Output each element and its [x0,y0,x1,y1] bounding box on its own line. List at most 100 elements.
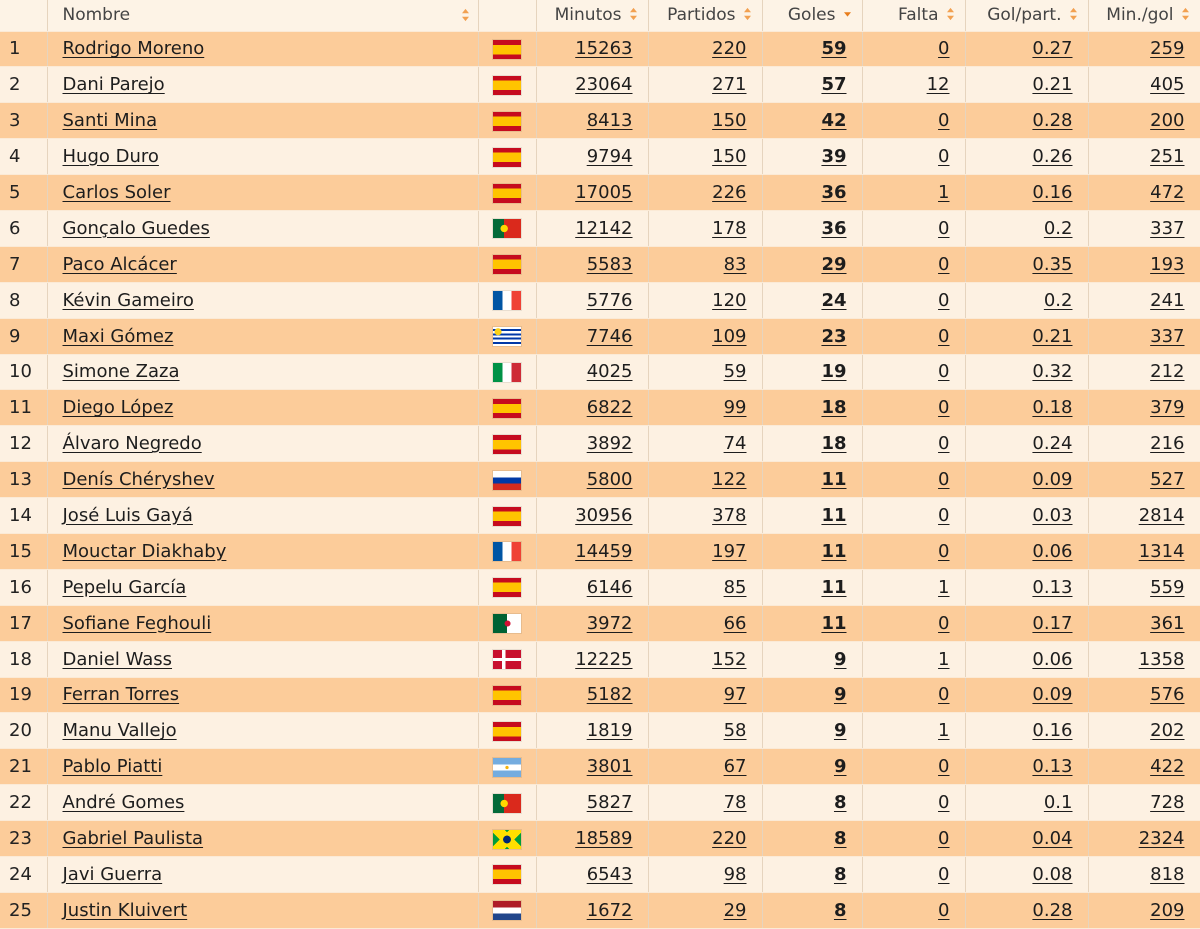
goals-link[interactable]: 57 [821,74,847,96]
goals-link[interactable]: 11 [821,469,847,491]
player-link[interactable]: Kévin Gameiro [62,289,194,311]
mpg-link[interactable]: 422 [1150,756,1185,778]
mpg-link[interactable]: 2814 [1138,505,1185,527]
minutes-link[interactable]: 3801 [586,756,633,778]
goals-link[interactable]: 8 [833,899,847,921]
fouls-link[interactable]: 0 [938,863,950,885]
minutes-link[interactable]: 5800 [586,469,633,491]
mpg-link[interactable]: 2324 [1138,828,1185,850]
gpm-link[interactable]: 0.04 [1032,828,1073,850]
gpm-link[interactable]: 0.2 [1043,289,1073,311]
minutes-link[interactable]: 30956 [575,505,633,527]
goals-link[interactable]: 29 [821,253,847,275]
mpg-link[interactable]: 200 [1150,110,1185,132]
goals-link[interactable]: 9 [833,720,847,742]
player-link[interactable]: Gabriel Paulista [62,828,204,850]
player-link[interactable]: Sofiane Feghouli [62,612,212,634]
gpm-link[interactable]: 0.13 [1032,576,1073,598]
fouls-link[interactable]: 0 [938,253,950,275]
gpm-link[interactable]: 0.21 [1032,74,1073,96]
gpm-link[interactable]: 0.16 [1032,182,1073,203]
mpg-link[interactable]: 337 [1150,325,1185,347]
goals-link[interactable]: 8 [833,792,847,814]
goals-link[interactable]: 9 [833,756,847,778]
goals-link[interactable]: 19 [821,361,847,383]
sort-both-icon[interactable] [743,7,752,21]
fouls-link[interactable]: 0 [938,146,950,168]
gpm-link[interactable]: 0.17 [1032,612,1073,634]
gpm-link[interactable]: 0.08 [1032,863,1073,885]
gpm-link[interactable]: 0.09 [1032,469,1073,491]
gpm-link[interactable]: 0.24 [1032,433,1073,455]
goals-link[interactable]: 9 [833,648,847,670]
matches-link[interactable]: 98 [723,863,747,885]
player-link[interactable]: Pepelu García [62,576,187,598]
fouls-link[interactable]: 1 [938,648,950,670]
gpm-link[interactable]: 0.28 [1032,899,1073,921]
player-link[interactable]: José Luis Gayá [62,505,193,527]
goals-link[interactable]: 59 [821,38,847,60]
player-link[interactable]: Gonçalo Guedes [62,217,210,239]
fouls-link[interactable]: 0 [938,217,950,239]
matches-link[interactable]: 150 [712,110,747,132]
minutes-link[interactable]: 15263 [575,38,633,60]
goals-link[interactable]: 8 [833,828,847,850]
player-link[interactable]: Rodrigo Moreno [62,38,205,60]
gpm-link[interactable]: 0.13 [1032,756,1073,778]
goals-link[interactable]: 23 [821,325,847,347]
gpm-link[interactable]: 0.16 [1032,720,1073,742]
player-link[interactable]: Carlos Soler [62,182,171,203]
fouls-link[interactable]: 12 [926,74,950,96]
matches-link[interactable]: 58 [723,720,747,742]
matches-link[interactable]: 109 [712,325,747,347]
matches-link[interactable]: 150 [712,146,747,168]
goals-link[interactable]: 11 [821,540,847,562]
player-link[interactable]: Manu Vallejo [62,720,177,742]
matches-link[interactable]: 99 [723,397,747,419]
mpg-link[interactable]: 251 [1150,146,1185,168]
matches-link[interactable]: 152 [712,648,747,670]
gpm-link[interactable]: 0.26 [1032,146,1073,168]
header-goals[interactable]: Goles [762,0,863,32]
minutes-link[interactable]: 5583 [586,253,633,275]
minutes-link[interactable]: 5827 [586,792,633,814]
minutes-link[interactable]: 23064 [575,74,633,96]
fouls-link[interactable]: 0 [938,756,950,778]
gpm-link[interactable]: 0.18 [1032,397,1073,419]
fouls-link[interactable]: 1 [938,182,950,203]
goals-link[interactable]: 11 [821,505,847,527]
mpg-link[interactable]: 337 [1150,217,1185,239]
minutes-link[interactable]: 5776 [586,289,633,311]
minutes-link[interactable]: 1672 [586,899,633,921]
fouls-link[interactable]: 0 [938,38,950,60]
fouls-link[interactable]: 0 [938,433,950,455]
gpm-link[interactable]: 0.27 [1032,38,1073,60]
matches-link[interactable]: 66 [723,612,747,634]
gpm-link[interactable]: 0.32 [1032,361,1073,383]
gpm-link[interactable]: 0.09 [1032,684,1073,706]
gpm-link[interactable]: 0.35 [1032,253,1073,275]
player-link[interactable]: Daniel Wass [62,648,173,670]
mpg-link[interactable]: 259 [1150,38,1185,60]
fouls-link[interactable]: 0 [938,397,950,419]
matches-link[interactable]: 178 [712,217,747,239]
minutes-link[interactable]: 14459 [575,540,633,562]
fouls-link[interactable]: 0 [938,828,950,850]
matches-link[interactable]: 67 [723,756,747,778]
header-name[interactable]: Nombre [47,0,479,32]
goals-link[interactable]: 36 [821,182,847,203]
mpg-link[interactable]: 202 [1150,720,1185,742]
player-link[interactable]: Hugo Duro [62,146,159,168]
header-matches[interactable]: Partidos [648,0,763,32]
mpg-link[interactable]: 216 [1150,433,1185,455]
minutes-link[interactable]: 6543 [586,863,633,885]
goals-link[interactable]: 39 [821,146,847,168]
fouls-link[interactable]: 1 [938,720,950,742]
minutes-link[interactable]: 12225 [575,648,633,670]
minutes-link[interactable]: 5182 [586,684,633,706]
header-min-per-goal[interactable]: Min./gol [1088,0,1200,32]
mpg-link[interactable]: 379 [1150,397,1185,419]
fouls-link[interactable]: 0 [938,110,950,132]
gpm-link[interactable]: 0.21 [1032,325,1073,347]
fouls-link[interactable]: 1 [938,576,950,598]
